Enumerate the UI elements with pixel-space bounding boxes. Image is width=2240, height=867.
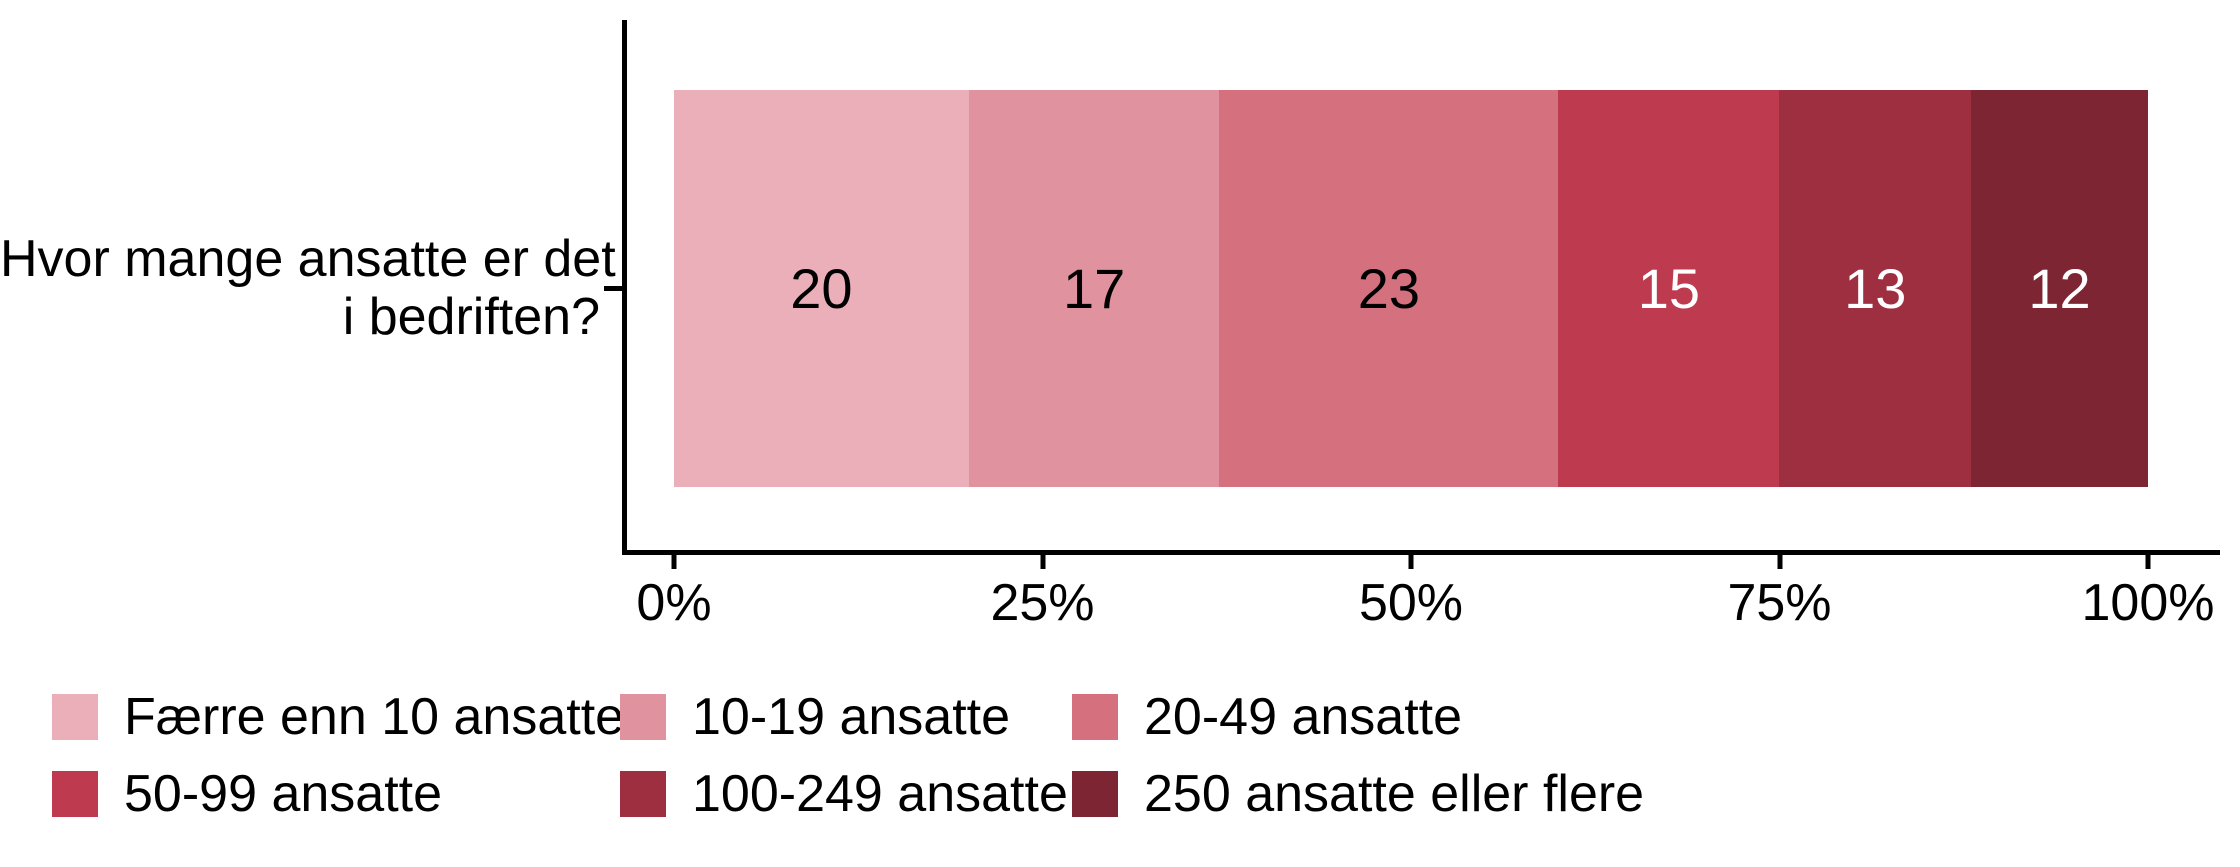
legend-label: 20-49 ansatte: [1144, 687, 1463, 746]
y-axis-label-line-1: Hvor mange ansatte er det: [0, 230, 616, 288]
legend-swatch: [620, 693, 666, 740]
legend-item: 250 ansatte eller flere: [1072, 765, 1644, 823]
legend-label: 10-19 ansatte: [692, 687, 1011, 746]
legend-swatch: [52, 693, 98, 740]
bar-segment-value: 13: [1844, 256, 1907, 320]
bar-segment-value: 20: [790, 256, 853, 320]
stacked-bar: 20 17 23 15 13 12: [674, 90, 2148, 487]
bar-segment-value: 23: [1357, 256, 1421, 320]
x-tick-label: 25%: [990, 574, 1095, 632]
bar-segment: 23: [1219, 90, 1559, 487]
x-tick-label: 50%: [1358, 574, 1464, 632]
x-tick-mark: [1408, 555, 1414, 569]
x-tick-mark: [1040, 555, 1045, 569]
x-tick-label: 100%: [2081, 574, 2215, 632]
legend-item: 20-49 ansatte: [1072, 688, 1462, 746]
legend-item: 10-19 ansatte: [620, 688, 1010, 746]
legend-swatch: [1072, 693, 1118, 740]
bar-segment: 17: [968, 90, 1220, 487]
x-tick-label: 75%: [1727, 574, 1832, 632]
x-axis-ticks: 0% 25% 50% 75% 100%: [636, 555, 2215, 675]
legend-label: Færre enn 10 ansatte: [124, 687, 625, 746]
x-tick-label: 0%: [636, 574, 712, 632]
bar-segment: 15: [1558, 90, 1780, 487]
y-axis-label-line-2: i bedriften?: [342, 288, 600, 346]
x-tick-mark: [671, 555, 677, 569]
y-axis-category-tick: [604, 286, 622, 291]
legend: Færre enn 10 ansatte 10-19 ansatte 20-49 a…: [52, 688, 2202, 863]
legend-swatch: [52, 770, 98, 817]
y-axis-label: Hvor mange ansatte er det i bedriften?: [0, 230, 616, 346]
legend-swatch: [1072, 770, 1118, 817]
legend-item: Færre enn 10 ansatte: [52, 688, 624, 746]
legend-label: 250 ansatte eller flere: [1144, 764, 1645, 823]
legend-label: 50-99 ansatte: [124, 764, 443, 823]
legend-item: 100-249 ansatte: [620, 765, 1068, 823]
x-tick-mark: [1777, 555, 1782, 569]
bar-segment: 13: [1779, 90, 1972, 487]
legend-item: 50-99 ansatte: [52, 765, 442, 823]
x-axis-line: [622, 550, 2220, 555]
legend-label: 100-249 ansatte: [692, 764, 1068, 823]
y-axis-line: [622, 20, 627, 555]
bar-segment: 12: [1971, 90, 2148, 487]
x-tick-mark: [2145, 555, 2151, 569]
bar-segment-value: 15: [1637, 256, 1701, 320]
legend-swatch: [620, 770, 666, 817]
bar-segment: 20: [674, 90, 969, 487]
bar-segment-value: 17: [1062, 256, 1126, 320]
bar-segment-value: 12: [2028, 256, 2091, 320]
